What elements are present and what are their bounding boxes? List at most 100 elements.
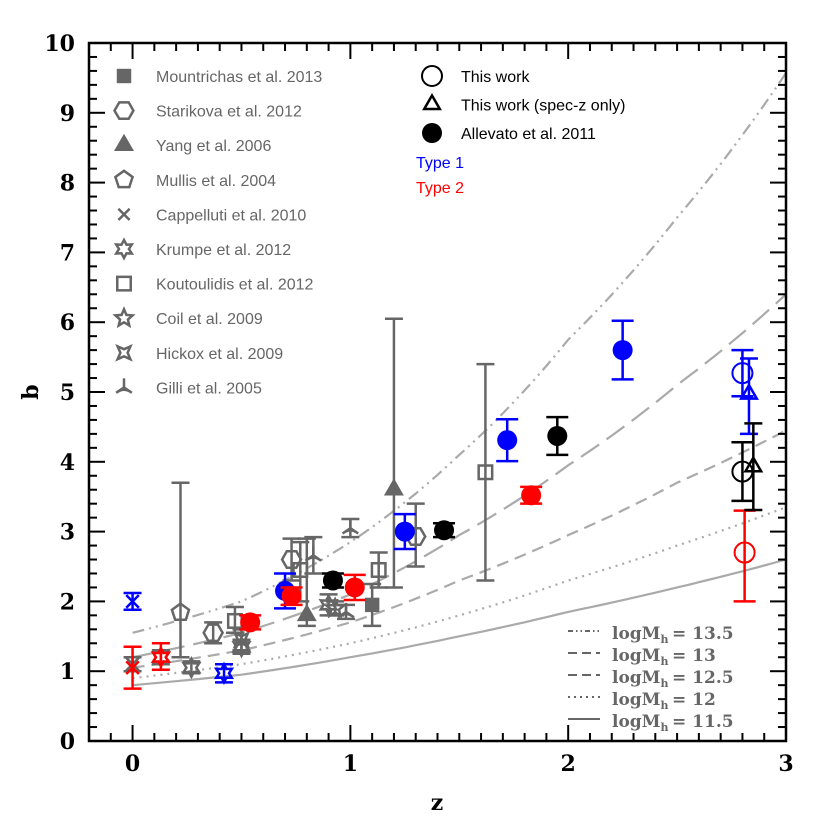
y-tick-label: 4: [60, 450, 75, 476]
point-marker: [383, 478, 404, 496]
data-point: [393, 512, 416, 551]
point-marker: [394, 521, 415, 542]
curve-label-name: logM: [612, 712, 661, 732]
data-point: [496, 417, 519, 463]
x-tick-label: 1: [343, 751, 358, 777]
data-point: [383, 317, 404, 589]
legend-curve-label: logMh: [612, 712, 669, 734]
point-marker: [125, 594, 140, 609]
legend-label: This work (spec-z only): [461, 98, 625, 115]
legend-curve-label: logMh: [612, 668, 669, 690]
data-point: [337, 602, 356, 621]
legend-marker: [114, 133, 134, 151]
y-tick-label: 1: [60, 659, 75, 685]
data-point: [739, 357, 759, 436]
legend-label: Cappelluti et al. 2010: [156, 207, 306, 224]
point-marker: [232, 630, 251, 649]
legend-curve-value: = 13: [672, 646, 716, 666]
point-marker: [547, 425, 568, 446]
data-point: [150, 642, 172, 672]
point-marker: [743, 455, 764, 473]
x-tick-label: 3: [778, 751, 793, 777]
data-point: [433, 520, 456, 541]
curve-label-name: logM: [612, 668, 661, 688]
point-marker: [181, 655, 202, 680]
curve-line: [132, 506, 787, 680]
point-marker: [341, 519, 359, 535]
point-marker: [337, 602, 355, 619]
data-point: [363, 582, 382, 628]
legend-marker: [117, 207, 131, 221]
error-bar: [384, 317, 403, 589]
data-point: [202, 621, 225, 645]
data-point: [341, 517, 360, 539]
y-tick-label: 6: [60, 310, 75, 336]
legend-label: Mountrichas et al. 2013: [156, 69, 322, 86]
legend-marker: [113, 169, 135, 189]
data-point: [520, 485, 543, 506]
data-point: [213, 661, 235, 686]
data-point: [123, 591, 142, 612]
error-bar: [369, 551, 388, 589]
point-marker: [322, 570, 343, 591]
curve-line: [132, 429, 787, 669]
legend-marker: [112, 305, 136, 329]
curve-line: [132, 72, 787, 634]
legend-marker: [113, 237, 135, 261]
error-bar: [171, 481, 190, 659]
point-marker: [281, 585, 302, 606]
legend-marker: [113, 101, 135, 121]
data-point: [170, 481, 191, 659]
data-point: [369, 551, 388, 589]
data-point: [123, 645, 142, 690]
point-marker: [733, 541, 756, 564]
point-marker: [344, 577, 365, 598]
error-bar: [476, 362, 495, 582]
y-tick-label: 3: [60, 520, 75, 546]
legend-marker: [422, 123, 442, 143]
x-tick-label: 0: [125, 751, 140, 777]
legend-label: Krumpe et al. 2012: [156, 242, 291, 259]
point-marker: [739, 382, 759, 400]
point-marker: [150, 645, 172, 669]
point-marker: [213, 661, 235, 686]
error-bar: [739, 357, 758, 436]
legend-curve-value: = 12: [672, 690, 716, 710]
error-bar: [731, 441, 754, 503]
legend-label: Coil et al. 2009: [156, 311, 263, 328]
legend-curve-value: = 12.5: [672, 668, 734, 688]
data-point: [476, 362, 495, 582]
point-marker: [280, 550, 303, 569]
legend-marker: [116, 275, 132, 292]
curve-label-sub: h: [661, 655, 669, 668]
y-tick-label: 7: [60, 240, 75, 266]
data-point: [181, 655, 202, 680]
curve-label-name: logM: [612, 624, 661, 644]
point-marker: [612, 340, 633, 361]
curve-label-sub: h: [661, 699, 669, 712]
data-point: [733, 509, 756, 603]
point-marker: [434, 520, 455, 541]
point-marker: [521, 485, 542, 506]
legend: Mountrichas et al. 2013 Starikova et al. …: [112, 65, 734, 734]
point-marker: [296, 603, 317, 622]
y-axis-title: b: [18, 384, 44, 399]
point-marker: [364, 597, 380, 613]
point-marker: [731, 362, 754, 385]
y-tick-label: 2: [60, 589, 75, 615]
legend-label: Allevato et al. 2011: [461, 126, 596, 143]
data-point: [296, 537, 317, 628]
legend-label: Starikova et al. 2012: [156, 104, 302, 121]
y-tick-label: 5: [60, 380, 75, 406]
y-tick-label: 0: [60, 729, 75, 755]
point-marker: [477, 464, 494, 481]
data-point: [280, 585, 303, 607]
curve-label-sub: h: [661, 721, 669, 734]
point-marker: [292, 561, 309, 578]
data-point: [321, 570, 344, 591]
legend-marker: [115, 343, 133, 362]
curve-label-name: logM: [612, 690, 661, 710]
legend-curve-value: = 13.5: [672, 624, 734, 644]
x-axis-title: z: [431, 790, 444, 816]
